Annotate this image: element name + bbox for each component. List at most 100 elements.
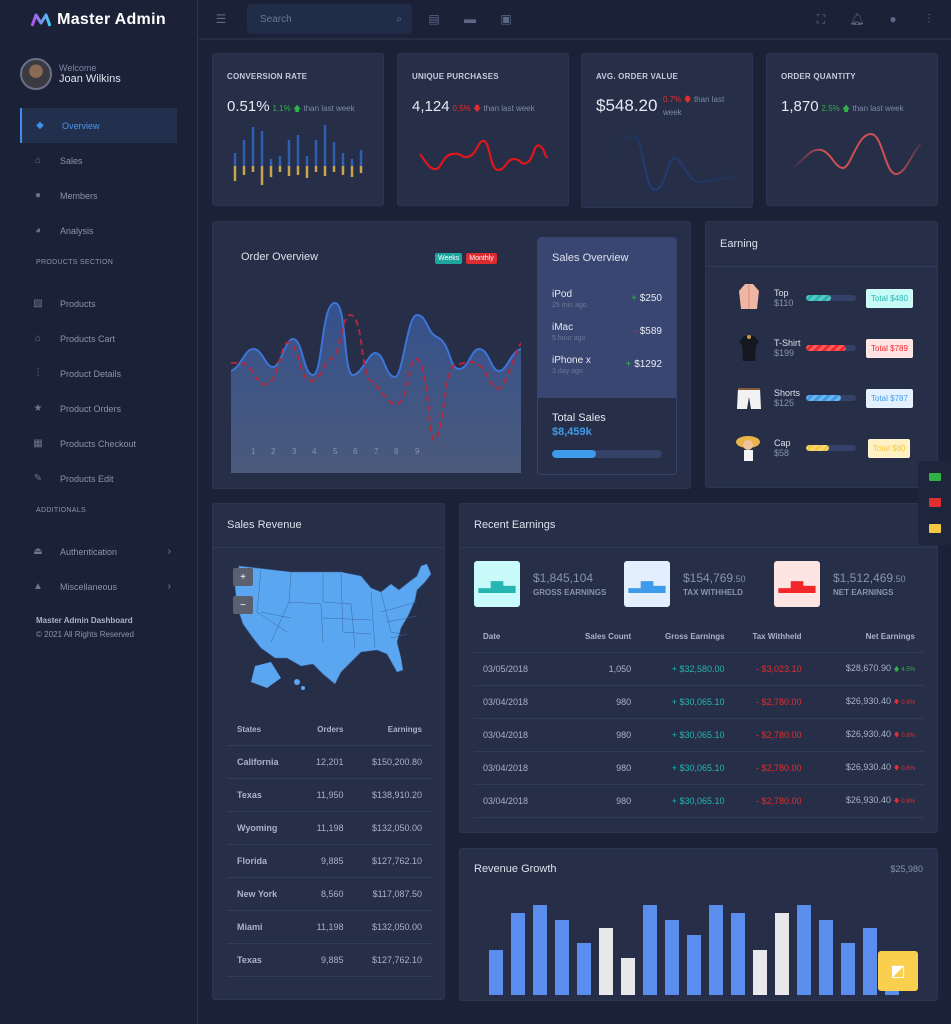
sales-item: iPod 25 min ago + $250 xyxy=(552,288,662,309)
earning-total-badge: Total $787 xyxy=(866,388,913,408)
map-zoom-in-button[interactable]: + xyxy=(233,568,253,586)
earnings-table: Date Sales Count Gross Earnings Tax With… xyxy=(474,622,924,818)
revenue-bar xyxy=(731,913,745,995)
sidebar-item-product-orders[interactable]: ★ Product Orders xyxy=(33,403,122,414)
arrow-down-icon: 🡇 xyxy=(893,699,900,706)
kpi-value: $548.20 xyxy=(596,96,658,115)
table-row: California 12,201 $150,200.80 xyxy=(227,744,432,778)
sidebar-item-miscellaneous[interactable]: ▲ Miscellaneous › xyxy=(33,581,171,592)
money-icon[interactable] xyxy=(928,473,941,482)
table-row: New York 8,560 $117,087.50 xyxy=(227,876,432,910)
revenue-growth-bar-chart xyxy=(489,899,899,995)
sliders-icon: ⫶ xyxy=(36,368,40,379)
user-name: Joan Wilkins xyxy=(59,73,121,85)
svg-text:6: 6 xyxy=(353,447,358,456)
revenue-bar xyxy=(709,905,723,995)
gross-earnings-stat: ▂▅▃ $1,845,104 GROSS EARNINGS xyxy=(474,561,624,607)
sidebar-item-overview[interactable]: ◆ Overview xyxy=(20,108,177,143)
svg-text:5: 5 xyxy=(333,447,338,456)
revenue-bar xyxy=(841,943,855,995)
recent-earnings-title: Recent Earnings xyxy=(474,519,556,531)
table-row: Miami 11,198 $132,050.00 xyxy=(227,909,432,943)
arrow-down-icon: 🡇 xyxy=(893,798,900,805)
sidebar-item-members[interactable]: ● Members xyxy=(20,178,177,213)
user-profile[interactable]: Welcome Joan Wilkins xyxy=(0,40,197,98)
svg-text:7: 7 xyxy=(374,447,379,456)
earning-item: Cap $58 Total $80 xyxy=(706,423,937,473)
conversion-bar-chart xyxy=(233,125,363,185)
kpi-delta: 0.7% xyxy=(663,95,682,104)
fullscreen-icon[interactable]: ⛶ xyxy=(816,11,826,26)
inbox-icon[interactable]: ▬ xyxy=(464,12,476,26)
table-row: Wyoming 11,198 $132,050.00 xyxy=(227,810,432,844)
arrow-up-icon: 🡅 xyxy=(893,666,900,673)
image-icon: ▨ xyxy=(33,298,43,309)
search-input[interactable]: Search ⌕ xyxy=(247,4,412,34)
kpi-delta: 2.5% xyxy=(821,104,840,113)
kpi-card-unique-purchases: UNIQUE PURCHASES 4,124 0.5% 🡇 than last w… xyxy=(397,53,569,206)
earning-total-badge: Total $789 xyxy=(866,338,913,358)
net-earnings-stat: ▂▅▃ $1,512,469.50 NET EARNINGS xyxy=(774,561,924,607)
revenue-bar xyxy=(819,920,833,995)
bar-chart-icon: ▂▅▃ xyxy=(474,561,520,607)
tab-weeks[interactable]: Weeks xyxy=(435,253,463,264)
sidebar-item-authentication[interactable]: ⏏ Authentication › xyxy=(33,546,171,557)
pie-chart-icon: ◕ xyxy=(34,225,42,236)
sidebar-item-products-cart[interactable]: ⌂ Products Cart xyxy=(20,321,177,356)
menu-toggle-icon[interactable]: ☰ xyxy=(215,12,227,26)
earning-title: Earning xyxy=(720,238,758,250)
sidebar-item-product-details[interactable]: ⫶ Product Details xyxy=(20,356,177,391)
svg-text:9: 9 xyxy=(415,447,420,456)
arrow-up-icon: 🡅 xyxy=(293,104,302,113)
revenue-bar xyxy=(621,958,635,995)
search-icon[interactable]: ⌕ xyxy=(396,13,402,25)
chevron-right-icon: › xyxy=(167,581,171,592)
earning-item: T-Shirt $199 Total $789 xyxy=(706,323,937,373)
chat-bubbles-icon[interactable] xyxy=(928,523,941,533)
welcome-label: Welcome xyxy=(59,63,97,73)
sidebar-item-products-edit[interactable]: ✎ Products Edit xyxy=(33,473,114,484)
chat-icon[interactable]: ▤ xyxy=(428,12,440,26)
additionals-section-label: ADDITIONALS xyxy=(36,506,86,514)
earning-total-badge: Total $80 xyxy=(868,438,911,458)
layers-icon: ◆ xyxy=(36,120,44,131)
basket-icon: ⌂ xyxy=(34,333,42,344)
logo-icon xyxy=(31,13,52,27)
revenue-bar xyxy=(753,950,767,995)
sidebar-item-products[interactable]: ▨ Products xyxy=(33,298,96,309)
sidebar-item-products-checkout[interactable]: ▦ Products Checkout xyxy=(33,438,137,449)
revenue-growth-title: Revenue Growth xyxy=(474,863,557,875)
products-section-label: PRODUCTS SECTION xyxy=(36,258,114,266)
user-icon[interactable]: ● xyxy=(889,12,897,26)
footer-copyright: © 2021 All Rights Reserved xyxy=(36,630,134,639)
revenue-bar xyxy=(533,905,547,995)
shapes-icon[interactable] xyxy=(928,497,941,507)
product-image-tshirt xyxy=(734,333,764,363)
avatar[interactable] xyxy=(20,58,52,90)
logo[interactable]: Master Admin xyxy=(0,0,197,40)
revenue-bar xyxy=(643,905,657,995)
revenue-bar xyxy=(577,943,591,995)
map-zoom-out-button[interactable]: − xyxy=(233,596,253,614)
sidebar-item-sales[interactable]: ⌂ Sales xyxy=(20,143,177,178)
kpi-delta: 0.5% xyxy=(452,104,471,113)
chat-fab-button[interactable]: ◩ xyxy=(878,951,918,991)
order-overview-title: Order Overview xyxy=(241,251,319,263)
kpi-card-conversion-rate: CONVERSION RATE 0.51% 1.1% 🡅 than last we… xyxy=(212,53,384,206)
table-row: 03/04/2018 980 + $30,065.10- $2,780.00 $26,… xyxy=(474,750,924,784)
usa-map[interactable] xyxy=(231,562,431,694)
total-sales-label: Total Sales xyxy=(552,412,606,424)
calendar-icon[interactable]: ▣ xyxy=(500,12,512,26)
tab-monthly[interactable]: Monthly xyxy=(466,253,497,264)
sidebar-item-analysis[interactable]: ◕ Analysis xyxy=(20,213,177,248)
table-row: 03/04/2018 980 + $30,065.10- $2,780.00 $26,… xyxy=(474,783,924,817)
table-row: Texas 11,950 $138,910.20 xyxy=(227,777,432,811)
kpi-value: 1,870 xyxy=(781,98,819,115)
svg-text:2: 2 xyxy=(271,447,276,456)
settings-sliders-icon[interactable]: ⫶ xyxy=(927,11,931,26)
bell-icon[interactable]: 🔔︎ xyxy=(849,12,865,26)
table-row: Texas 9,885 $127,762.10 xyxy=(227,942,432,976)
main-nav: ◆ Overview ⌂ Sales ● Members ◕ Analysis xyxy=(0,108,197,248)
earning-progress xyxy=(806,295,856,301)
earning-item: Shorts $125 Total $787 xyxy=(706,373,937,423)
